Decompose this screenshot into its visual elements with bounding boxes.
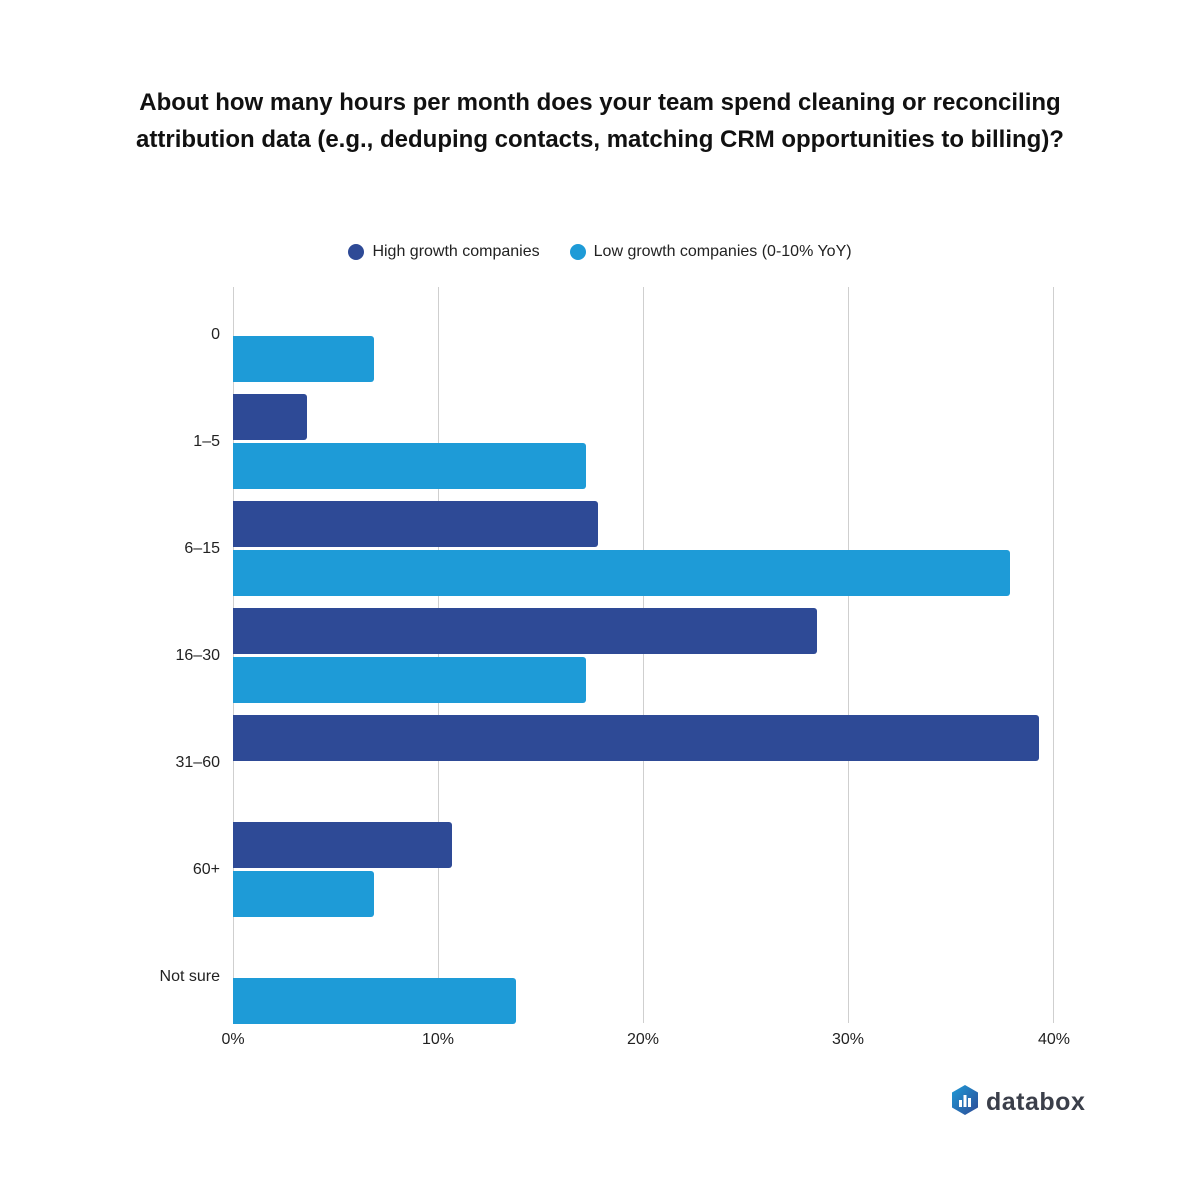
y-category-label: 31–60 xyxy=(175,754,221,771)
y-category-label: 0 xyxy=(211,326,220,343)
gridline-30 xyxy=(848,287,849,1023)
x-tick-label: 20% xyxy=(626,1031,660,1048)
y-category-label: 16–30 xyxy=(175,647,221,664)
bar-high-growth xyxy=(233,715,1039,761)
x-tick-label: 40% xyxy=(1037,1031,1071,1048)
bar-low-growth xyxy=(233,336,375,382)
legend-item-low-growth: Low growth companies (0-10% YoY) xyxy=(569,243,852,261)
legend-swatch-high-growth xyxy=(348,244,365,260)
x-tick-label: 30% xyxy=(831,1031,865,1048)
legend-item-high-growth: High growth companies xyxy=(348,243,540,261)
bar-high-growth xyxy=(233,822,453,868)
gridline-20 xyxy=(643,287,644,1023)
x-tick-label: 0% xyxy=(221,1031,245,1048)
gridline-40 xyxy=(1053,287,1054,1023)
y-category-label: 1–5 xyxy=(193,433,220,450)
plot-area xyxy=(233,287,1054,1024)
y-category-label: 60+ xyxy=(192,861,220,878)
databox-logo: databox xyxy=(952,1085,1085,1120)
y-category-label: 6–15 xyxy=(184,540,220,557)
legend-label: High growth companies xyxy=(372,243,540,260)
bar-high-growth xyxy=(233,608,818,654)
y-category-label: Not sure xyxy=(159,968,220,985)
chart-legend: High growth companies Low growth compani… xyxy=(0,243,1200,261)
gridline-10 xyxy=(438,287,439,1023)
bar-low-growth xyxy=(233,657,586,703)
x-tick-label: 10% xyxy=(421,1031,455,1048)
bar-low-growth xyxy=(233,978,516,1024)
legend-swatch-low-growth xyxy=(569,244,586,260)
bar-low-growth xyxy=(233,871,375,917)
legend-label: Low growth companies (0-10% YoY) xyxy=(593,243,852,260)
bar-high-growth xyxy=(233,501,598,547)
databox-logo-text: databox xyxy=(986,1088,1086,1116)
bar-low-growth xyxy=(233,443,586,489)
gridline-0 xyxy=(233,287,234,1023)
bar-high-growth xyxy=(233,394,307,440)
databox-logo-icon xyxy=(952,1085,978,1120)
chart-title: About how many hours per month does your… xyxy=(136,89,1064,153)
bar-low-growth xyxy=(233,550,1010,596)
